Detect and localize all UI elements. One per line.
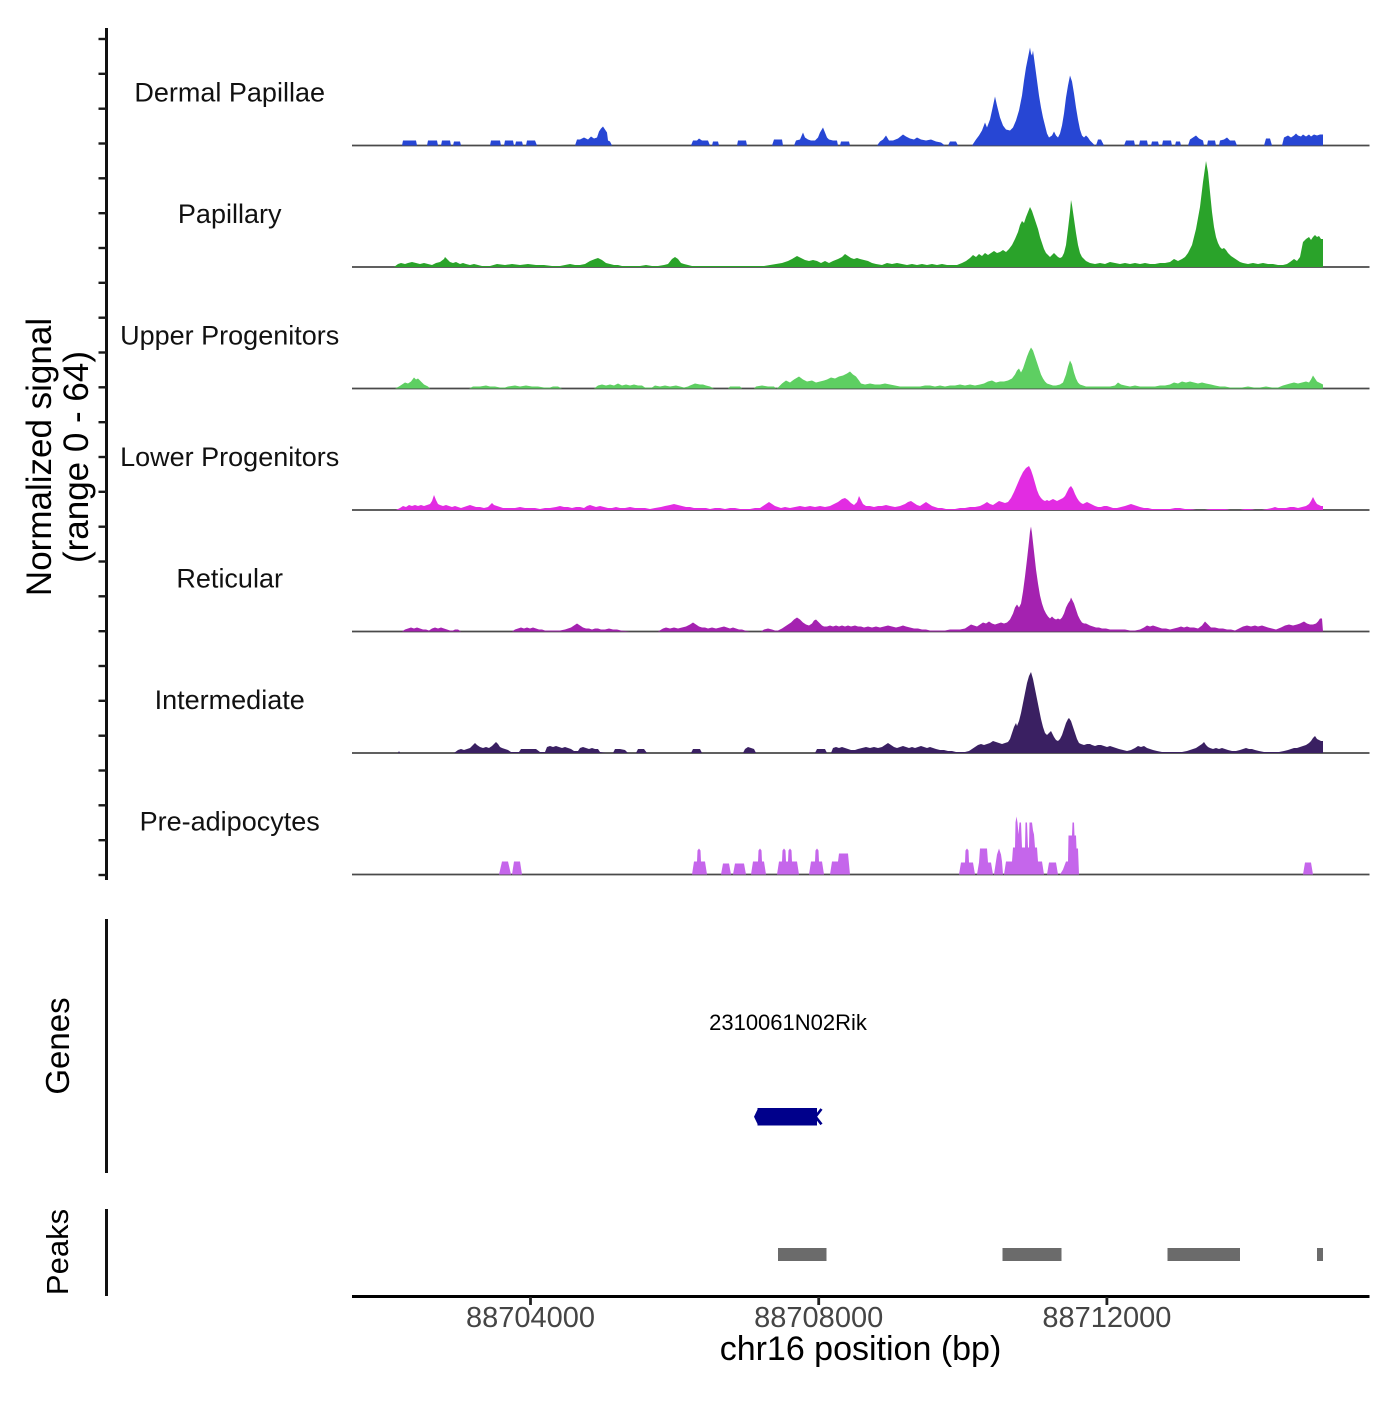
svg-text:Lower Progenitors: Lower Progenitors (120, 442, 339, 472)
svg-text:Intermediate: Intermediate (155, 685, 305, 715)
svg-text:Dermal Papillae: Dermal Papillae (134, 78, 325, 108)
svg-text:chr16 position (bp): chr16 position (bp) (720, 1330, 1002, 1368)
svg-text:88712000: 88712000 (1042, 1302, 1171, 1334)
svg-text:88704000: 88704000 (466, 1302, 595, 1334)
svg-text:Genes: Genes (39, 997, 76, 1094)
svg-text:Upper Progenitors: Upper Progenitors (120, 321, 339, 351)
svg-text:Pre-adipocytes: Pre-adipocytes (140, 807, 320, 837)
svg-text:88708000: 88708000 (754, 1302, 883, 1334)
svg-text:Normalized signal: Normalized signal (20, 318, 59, 596)
svg-text:Papillary: Papillary (178, 199, 282, 229)
svg-text:2310061N02Rik: 2310061N02Rik (709, 1010, 868, 1035)
svg-text:Peaks: Peaks (40, 1209, 75, 1295)
svg-text:Reticular: Reticular (176, 564, 283, 594)
svg-text:(range 0 - 64): (range 0 - 64) (57, 351, 96, 563)
